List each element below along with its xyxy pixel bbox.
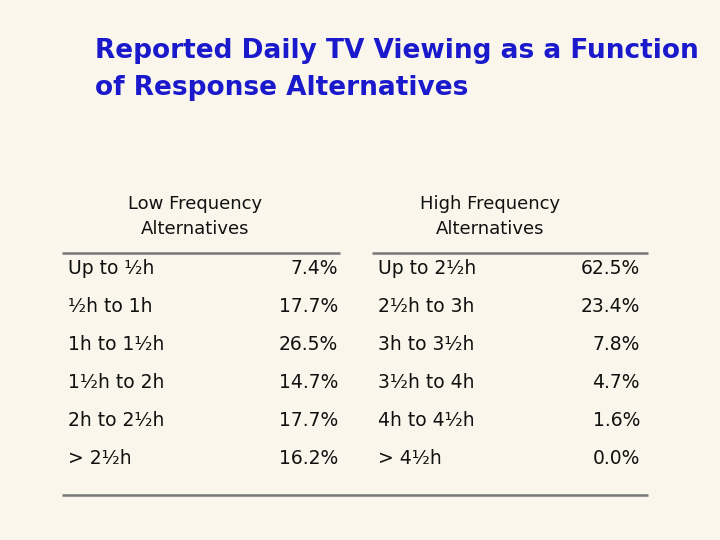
Text: 17.7%: 17.7% bbox=[279, 410, 338, 429]
Text: 17.7%: 17.7% bbox=[279, 296, 338, 315]
Text: 0.0%: 0.0% bbox=[593, 449, 640, 468]
Text: 4h to 4¹⁄₂h: 4h to 4¹⁄₂h bbox=[378, 410, 474, 429]
Text: 26.5%: 26.5% bbox=[279, 334, 338, 354]
Text: Reported Daily TV Viewing as a Function: Reported Daily TV Viewing as a Function bbox=[95, 38, 698, 64]
Text: 1¹⁄₂h to 2h: 1¹⁄₂h to 2h bbox=[68, 373, 164, 392]
Text: 1h to 1¹⁄₂h: 1h to 1¹⁄₂h bbox=[68, 334, 164, 354]
Text: 1.6%: 1.6% bbox=[593, 410, 640, 429]
Text: Up to ¹⁄₂h: Up to ¹⁄₂h bbox=[68, 259, 154, 278]
Text: Up to 2¹⁄₂h: Up to 2¹⁄₂h bbox=[378, 259, 476, 278]
Text: 16.2%: 16.2% bbox=[279, 449, 338, 468]
Text: 14.7%: 14.7% bbox=[279, 373, 338, 392]
Text: 62.5%: 62.5% bbox=[581, 259, 640, 278]
Text: 2h to 2¹⁄₂h: 2h to 2¹⁄₂h bbox=[68, 410, 164, 429]
Text: 23.4%: 23.4% bbox=[580, 296, 640, 315]
Text: Alternatives: Alternatives bbox=[436, 220, 544, 238]
Text: Alternatives: Alternatives bbox=[140, 220, 249, 238]
Text: 3¹⁄₂h to 4h: 3¹⁄₂h to 4h bbox=[378, 373, 474, 392]
Text: Low Frequency: Low Frequency bbox=[128, 195, 262, 213]
Text: 7.4%: 7.4% bbox=[290, 259, 338, 278]
Text: 4.7%: 4.7% bbox=[593, 373, 640, 392]
Text: ¹⁄₂h to 1h: ¹⁄₂h to 1h bbox=[68, 296, 153, 315]
Text: of Response Alternatives: of Response Alternatives bbox=[95, 75, 469, 101]
Text: > 2¹⁄₂h: > 2¹⁄₂h bbox=[68, 449, 132, 468]
Text: 3h to 3¹⁄₂h: 3h to 3¹⁄₂h bbox=[378, 334, 474, 354]
Text: High Frequency: High Frequency bbox=[420, 195, 560, 213]
Text: 7.8%: 7.8% bbox=[593, 334, 640, 354]
Text: > 4¹⁄₂h: > 4¹⁄₂h bbox=[378, 449, 442, 468]
Text: 2¹⁄₂h to 3h: 2¹⁄₂h to 3h bbox=[378, 296, 474, 315]
